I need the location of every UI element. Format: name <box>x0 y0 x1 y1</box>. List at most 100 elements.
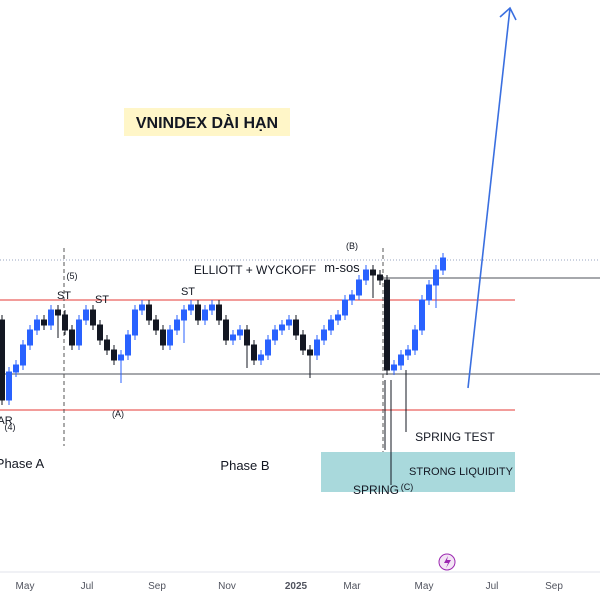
candle-body <box>104 339 110 351</box>
candles <box>0 253 446 405</box>
annotation: STRONG LIQUIDITY <box>409 466 514 478</box>
title-box <box>124 108 290 136</box>
candle-body <box>377 274 383 281</box>
candle-body <box>426 284 432 301</box>
annotation: SPRING TEST <box>415 430 495 444</box>
candle-body <box>384 279 390 371</box>
candle-body <box>342 299 348 316</box>
x-tick-label: Mar <box>343 581 361 592</box>
annotation: SPRING <box>353 483 399 497</box>
candle-body <box>300 334 306 351</box>
candle-body <box>356 279 362 296</box>
candle-body <box>349 294 355 301</box>
candle-body <box>216 304 222 321</box>
x-tick-label: Jul <box>486 581 499 592</box>
candle-body <box>13 364 19 373</box>
candle-body <box>76 319 82 346</box>
candle-body <box>433 269 439 286</box>
x-axis: May Jul Sep Nov 2025 Mar May Jul Sep <box>16 581 564 592</box>
candle-body <box>293 319 299 336</box>
candle-body <box>335 314 341 321</box>
candle-body <box>328 319 334 331</box>
annotation: AR <box>0 415 13 427</box>
annotation: m-sos <box>324 260 360 275</box>
x-tick-label: May <box>415 581 434 592</box>
candle-body <box>55 309 61 316</box>
candle-body <box>181 309 187 321</box>
candle-body <box>188 304 194 311</box>
candle-body <box>41 319 47 326</box>
candle-body <box>0 319 5 401</box>
candle-body <box>279 324 285 331</box>
x-tick-label: Sep <box>148 581 166 592</box>
candle-body <box>6 371 12 401</box>
candle-body <box>251 344 257 361</box>
x-tick-label: 2025 <box>285 581 308 592</box>
projection-arrow <box>467 7 511 389</box>
annotations: ELLIOTT + WYCKOFF m-sos(B)(5)ST STST(A)AR(… <box>0 241 514 497</box>
candle-body <box>265 339 271 356</box>
candle-body <box>83 309 89 321</box>
candle-body <box>139 304 145 311</box>
annotation: Phase B <box>220 458 269 473</box>
candle-body <box>209 304 215 311</box>
candle-body <box>391 364 397 371</box>
x-tick-label: Sep <box>545 581 563 592</box>
candle-body <box>132 309 138 336</box>
annotation: ST <box>181 286 195 298</box>
candle-body <box>363 269 369 281</box>
title: VNINDEX DÀI HẠN <box>136 113 278 132</box>
candle-body <box>321 329 327 341</box>
annotation: (B) <box>346 241 358 251</box>
x-tick-label: Nov <box>218 581 236 592</box>
liquidity-zone <box>321 452 515 492</box>
candle-body <box>69 329 75 346</box>
annotation: ST <box>95 294 109 306</box>
candle-body <box>237 329 243 336</box>
candle-body <box>97 324 103 341</box>
candle-body <box>230 334 236 341</box>
annotation: ELLIOTT + WYCKOFF <box>194 263 316 277</box>
candle-body <box>440 257 446 271</box>
candle-body <box>146 304 152 321</box>
candle-body <box>167 329 173 346</box>
candle-body <box>286 319 292 326</box>
annotation: (A) <box>112 409 124 419</box>
candle-body <box>314 339 320 356</box>
alert-icon-glyph <box>444 556 451 568</box>
candle-body <box>34 319 40 331</box>
candle-body <box>125 334 131 356</box>
candle-body <box>195 304 201 321</box>
annotation: (5) <box>67 271 78 281</box>
candle-body <box>48 309 54 326</box>
candle-body <box>90 309 96 326</box>
annotation: Phase A <box>0 456 45 471</box>
candle-body <box>370 269 376 276</box>
candle-body <box>272 329 278 341</box>
candle-body <box>62 314 68 331</box>
candle-body <box>27 329 33 346</box>
candle-body <box>258 354 264 361</box>
arrow-head <box>499 6 517 21</box>
annotation: (C) <box>401 482 414 492</box>
candle-body <box>118 354 124 361</box>
candle-body <box>160 329 166 346</box>
candle-body <box>419 299 425 331</box>
candle-body <box>223 319 229 341</box>
candle-body <box>405 349 411 356</box>
candle-body <box>202 309 208 321</box>
candle-body <box>244 329 250 346</box>
candle-body <box>174 319 180 331</box>
candle-body <box>412 329 418 351</box>
candle-body <box>111 349 117 361</box>
candle-body <box>398 354 404 366</box>
candle-body <box>20 344 26 366</box>
x-tick-label: Jul <box>81 581 94 592</box>
candle-body <box>307 349 313 356</box>
candle-body <box>153 319 159 331</box>
annotation: ST <box>57 290 71 302</box>
annotation: (4) <box>5 422 16 432</box>
x-tick-label: May <box>16 581 35 592</box>
